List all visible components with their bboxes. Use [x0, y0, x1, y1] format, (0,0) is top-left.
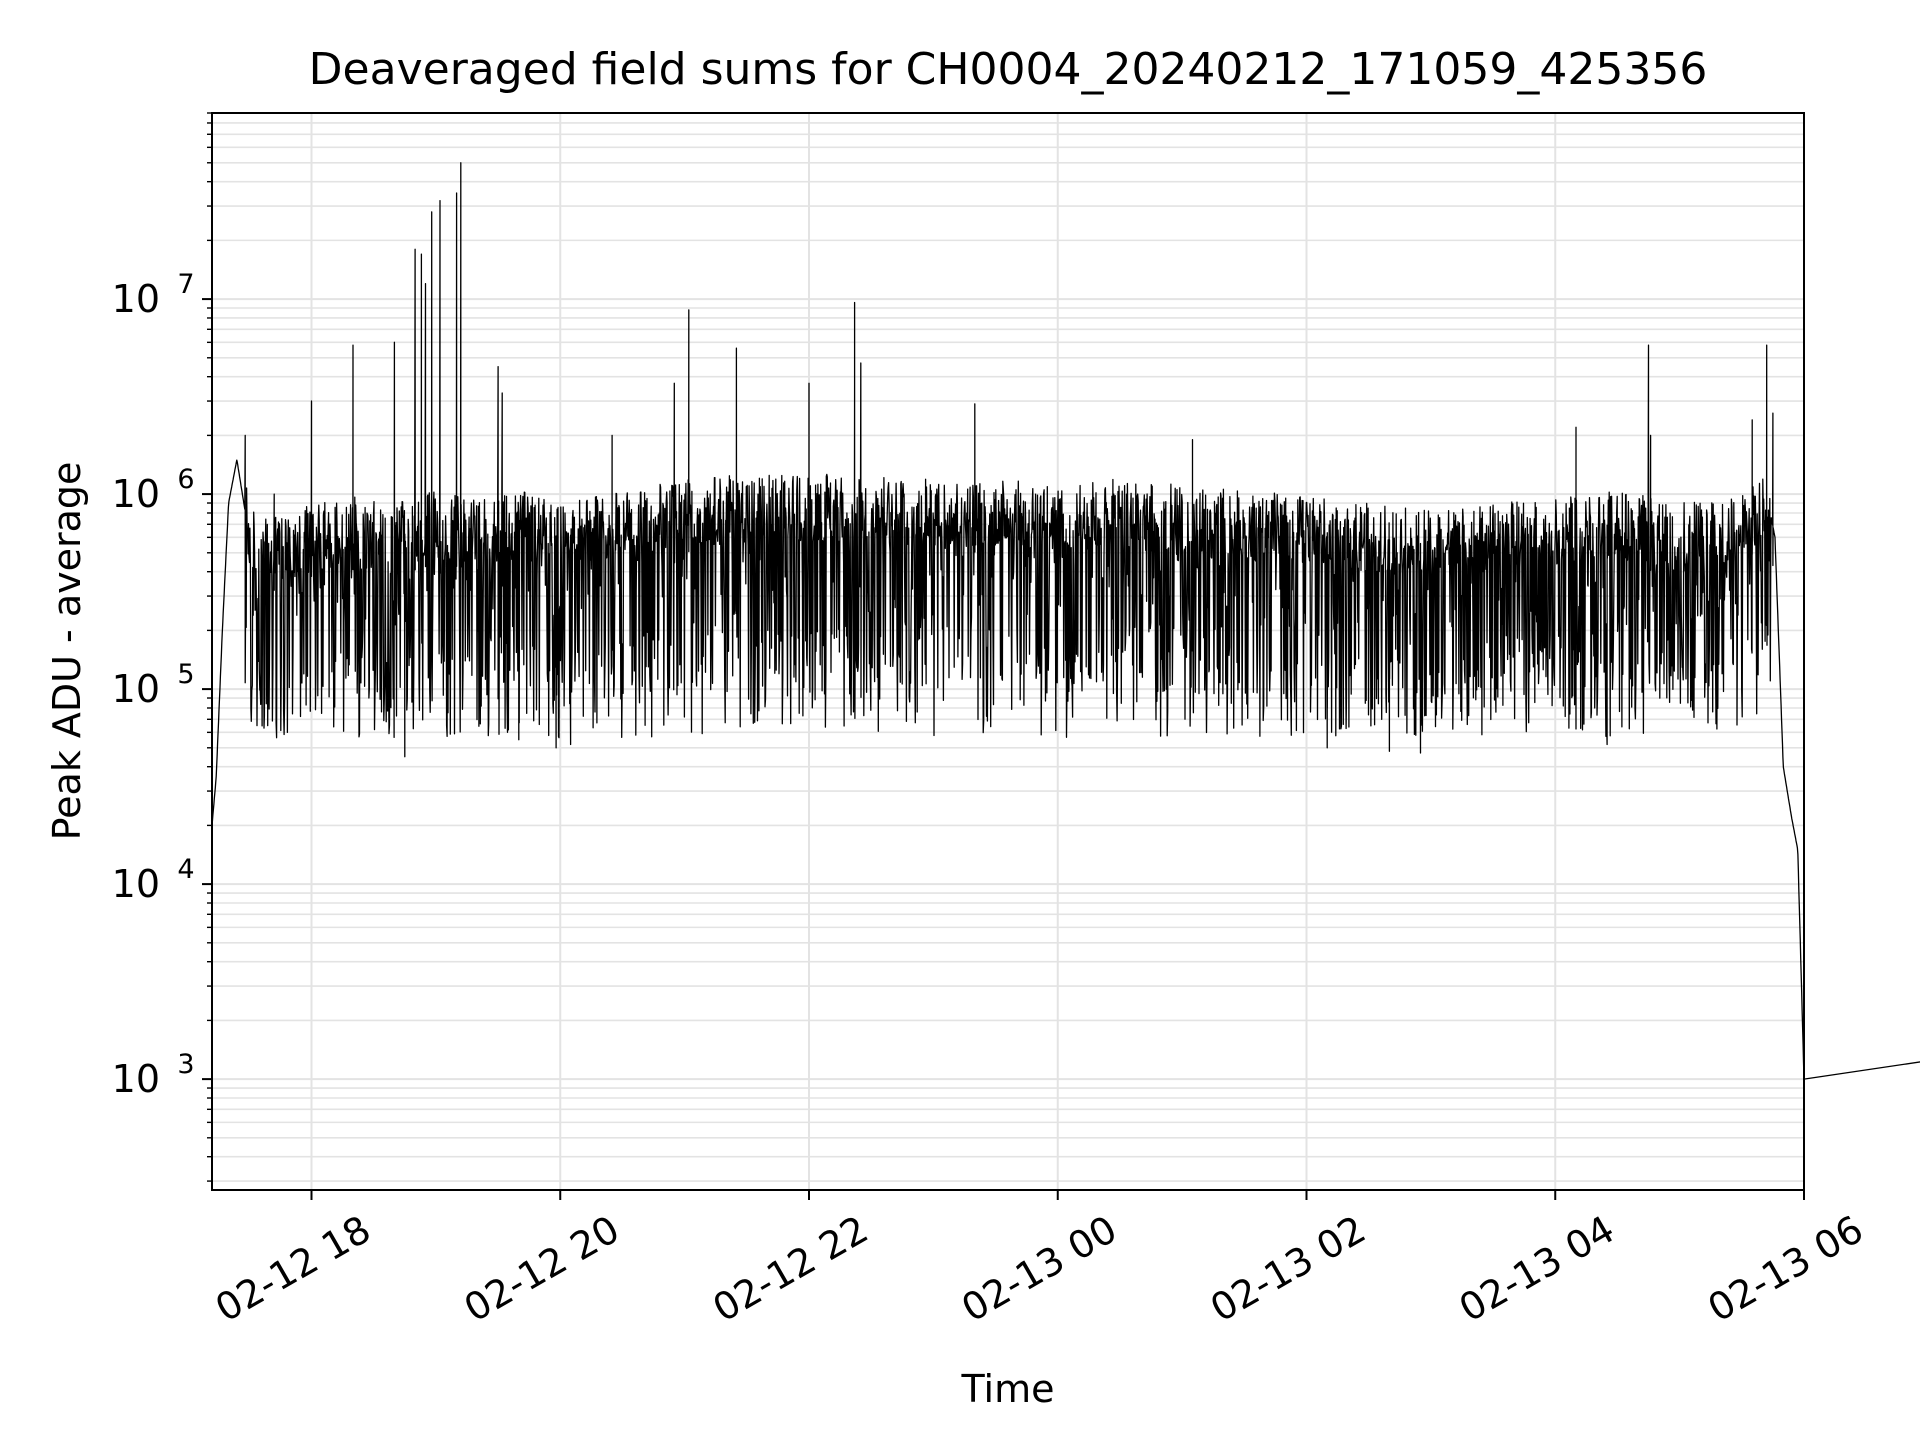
y-tick-exponent: 4 — [177, 854, 194, 885]
y-tick-label: 10 — [112, 472, 160, 516]
series-line — [211, 162, 1920, 1080]
x-axis-label: Time — [961, 1367, 1055, 1411]
grid — [212, 112, 1805, 1190]
y-tick-label: 10 — [112, 277, 160, 321]
y-tick-exponent: 6 — [177, 464, 194, 495]
y-tick-exponent: 7 — [177, 269, 194, 300]
y-tick-label: 10 — [112, 667, 160, 711]
plot-frame — [211, 112, 1805, 1191]
chart-title: Deaveraged field sums for CH0004_2024021… — [309, 44, 1708, 95]
y-tick-exponent: 5 — [177, 659, 194, 690]
y-tick-label: 10 — [112, 1057, 160, 1101]
y-axis-label: Peak ADU - average — [45, 462, 89, 841]
data-series — [211, 162, 1920, 1080]
y-axis: 10 3 10 4 10 5 10 6 10 7 — [112, 112, 212, 1182]
y-tick-exponent: 3 — [177, 1049, 194, 1080]
y-tick-label: 10 — [112, 862, 160, 906]
